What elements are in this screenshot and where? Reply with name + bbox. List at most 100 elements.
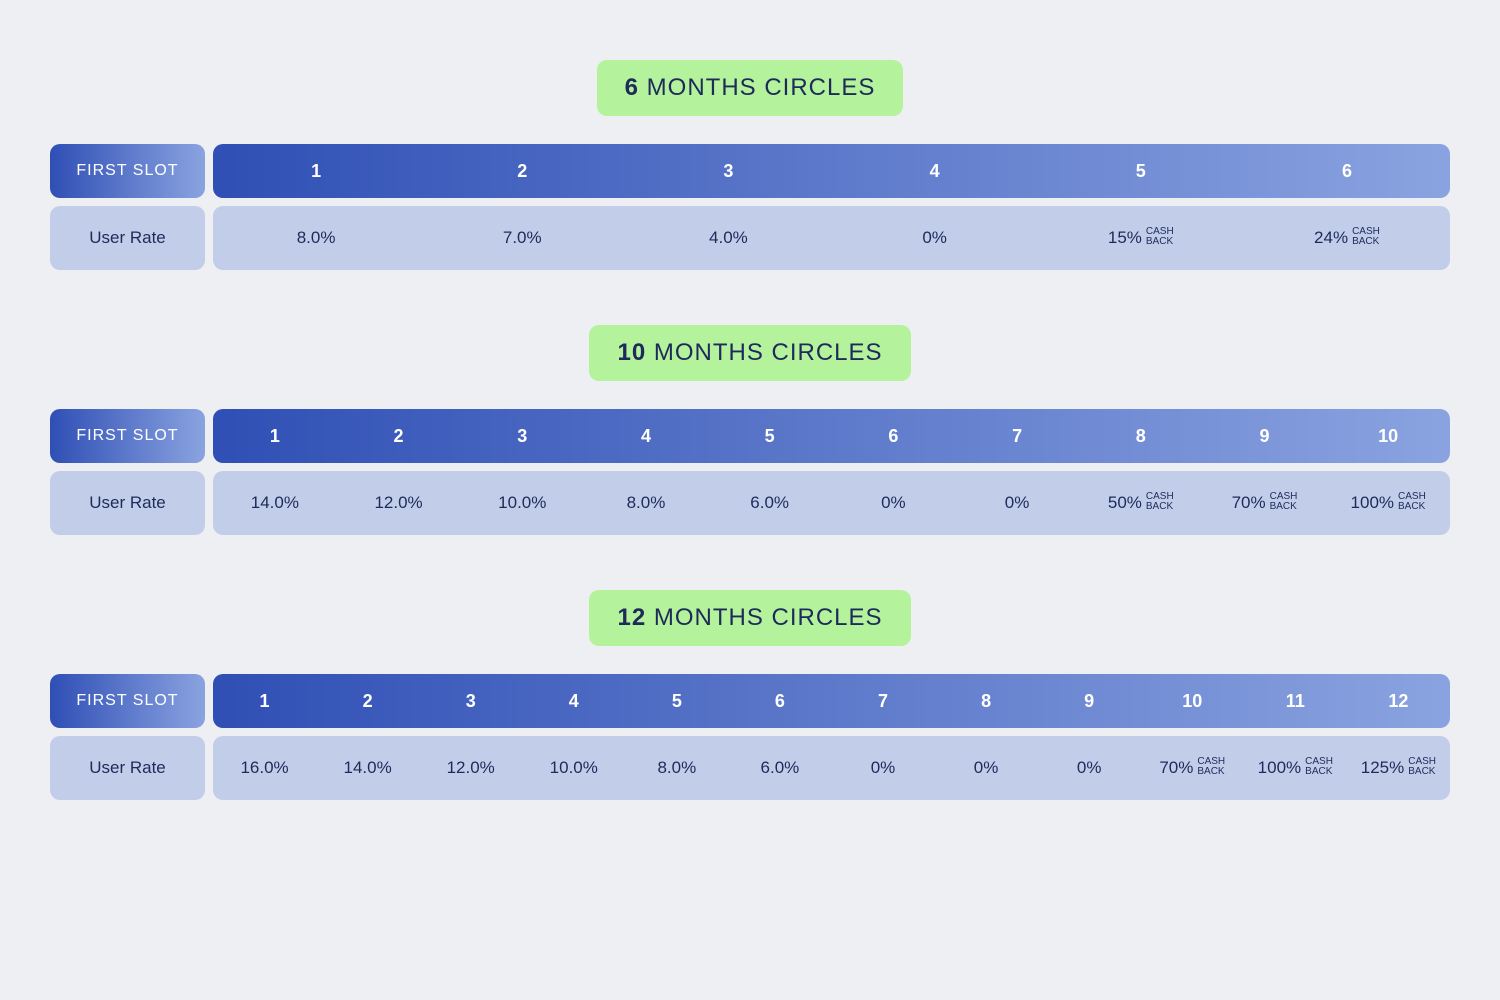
section-12: 12 MONTHS CIRCLESFIRST SLOT1234567891011… — [50, 590, 1450, 800]
slot-number: 6 — [1244, 161, 1450, 182]
user-rate-label: User Rate — [50, 736, 205, 800]
rate-cell: 7.0% — [419, 228, 625, 248]
rate-value: 10.0% — [498, 493, 546, 513]
rate-cell: 4.0% — [625, 228, 831, 248]
rate-value: 100% — [1258, 758, 1301, 778]
rate-value: 0% — [922, 228, 947, 248]
rate-cell: 100%CASHBACK — [1326, 493, 1450, 513]
rate-cell: 12.0% — [337, 493, 461, 513]
rate-value: 0% — [1005, 493, 1030, 513]
slot-number: 9 — [1038, 691, 1141, 712]
cashback-line2: BACK — [1197, 766, 1224, 777]
slot-number: 6 — [728, 691, 831, 712]
rates-bar: 16.0%14.0%12.0%10.0%8.0%6.0%0%0%0%70%CAS… — [213, 736, 1450, 800]
rate-cell: 10.0% — [460, 493, 584, 513]
cashback-line2: BACK — [1146, 236, 1173, 247]
rate-cell: 6.0% — [708, 493, 832, 513]
page-root: 6 MONTHS CIRCLESFIRST SLOT123456User Rat… — [0, 0, 1500, 915]
rate-cell: 0% — [935, 758, 1038, 778]
rate-value: 12.0% — [374, 493, 422, 513]
title-months: 12 — [617, 604, 646, 631]
rate-cell: 16.0% — [213, 758, 316, 778]
cashback-label: CASHBACK — [1408, 757, 1436, 777]
section-title: 12 MONTHS CIRCLES — [589, 590, 910, 646]
rate-cell: 24%CASHBACK — [1244, 228, 1450, 248]
slots-bar: 123456789101112 — [213, 674, 1450, 728]
cashback-line2: BACK — [1305, 766, 1332, 777]
slot-number: 7 — [831, 691, 934, 712]
cashback-line2: BACK — [1270, 501, 1297, 512]
slot-number: 8 — [1079, 426, 1203, 447]
header-row: FIRST SLOT123456789101112 — [50, 674, 1450, 728]
rates-bar: 8.0% 7.0% 4.0% 0% 15% CASHBACK24%CASHBACK — [213, 206, 1450, 270]
section-6: 6 MONTHS CIRCLES FIRST SLOT123456 User Rat… — [50, 60, 1450, 270]
slot-number: 7 — [955, 426, 1079, 447]
cashback-line2: BACK — [1398, 501, 1425, 512]
slot-number: 1 — [213, 691, 316, 712]
rate-cell: 70%CASHBACK — [1141, 758, 1244, 778]
title-wrap: 12 MONTHS CIRCLES — [50, 590, 1450, 646]
rate-value: 8.0% — [297, 228, 336, 248]
slot-number: 5 — [708, 426, 832, 447]
rate-value: 50% — [1108, 493, 1142, 513]
slot-number: 5 — [1038, 161, 1244, 182]
rate-value: 15% — [1108, 228, 1142, 248]
rate-cell: 125%CASHBACK — [1347, 758, 1450, 778]
slot-number: 10 — [1141, 691, 1244, 712]
title-suffix: MONTHS CIRCLES — [647, 74, 876, 101]
section-title: 6 MONTHS CIRCLES — [597, 60, 904, 116]
slot-number: 3 — [460, 426, 584, 447]
rate-cell: 50%CASHBACK — [1079, 493, 1203, 513]
title-suffix: MONTHS CIRCLES — [654, 339, 883, 366]
slot-number: 4 — [832, 161, 1038, 182]
rate-value: 0% — [881, 493, 906, 513]
rate-cell: 0% — [955, 493, 1079, 513]
rate-row: User Rate 14.0% 12.0% 10.0% 8.0% 6.0% 0% 0% 50%C… — [50, 471, 1450, 535]
cashback-label: CASHBACK — [1352, 227, 1380, 247]
slot-number: 4 — [584, 426, 708, 447]
rate-cell: 8.0% — [584, 493, 708, 513]
rate-cell: 0% — [832, 493, 956, 513]
slots-bar: 12345678910 — [213, 409, 1450, 463]
user-rate-label: User Rate — [50, 206, 205, 270]
rate-cell: 8.0% — [213, 228, 419, 248]
slot-number: 3 — [419, 691, 522, 712]
first-slot-label: FIRST SLOT — [50, 674, 205, 728]
slot-number: 12 — [1347, 691, 1450, 712]
slot-number: 8 — [935, 691, 1038, 712]
slot-number: 1 — [213, 426, 337, 447]
rate-value: 0% — [871, 758, 896, 778]
user-rate-label: User Rate — [50, 471, 205, 535]
rate-value: 6.0% — [761, 758, 800, 778]
rates-bar: 14.0%12.0%10.0%8.0%6.0%0%0%50%CASHBACK70… — [213, 471, 1450, 535]
rate-value: 8.0% — [627, 493, 666, 513]
title-wrap: 10 MONTHS CIRCLES — [50, 325, 1450, 381]
rate-value: 24% — [1314, 228, 1348, 248]
rate-row: User Rate 8.0% 7.0% 4.0% 0% 15% CASHBACK24%CAS… — [50, 206, 1450, 270]
slot-number: 2 — [337, 426, 461, 447]
rate-value: 12.0% — [447, 758, 495, 778]
cashback-label: CASHBACK — [1305, 757, 1333, 777]
rate-cell: 70%CASHBACK — [1203, 493, 1327, 513]
slots-bar: 123456 — [213, 144, 1450, 198]
slot-number: 2 — [419, 161, 625, 182]
slot-number: 3 — [625, 161, 831, 182]
rate-value: 4.0% — [709, 228, 748, 248]
rate-cell: 14.0% — [213, 493, 337, 513]
header-row: FIRST SLOT12345678910 — [50, 409, 1450, 463]
header-row: FIRST SLOT123456 — [50, 144, 1450, 198]
cashback-line2: BACK — [1352, 236, 1379, 247]
title-suffix: MONTHS CIRCLES — [654, 604, 883, 631]
slot-number: 4 — [522, 691, 625, 712]
rate-cell: 8.0% — [625, 758, 728, 778]
rate-value: 70% — [1232, 493, 1266, 513]
rate-value: 6.0% — [750, 493, 789, 513]
title-months: 10 — [617, 339, 646, 366]
rate-cell: 10.0% — [522, 758, 625, 778]
slot-number: 2 — [316, 691, 419, 712]
slot-number: 1 — [213, 161, 419, 182]
rate-row: User Rate16.0%14.0%12.0%10.0%8.0%6.0%0%0… — [50, 736, 1450, 800]
cashback-label: CASHBACK — [1197, 757, 1225, 777]
rate-cell: 6.0% — [728, 758, 831, 778]
rate-cell: 12.0% — [419, 758, 522, 778]
